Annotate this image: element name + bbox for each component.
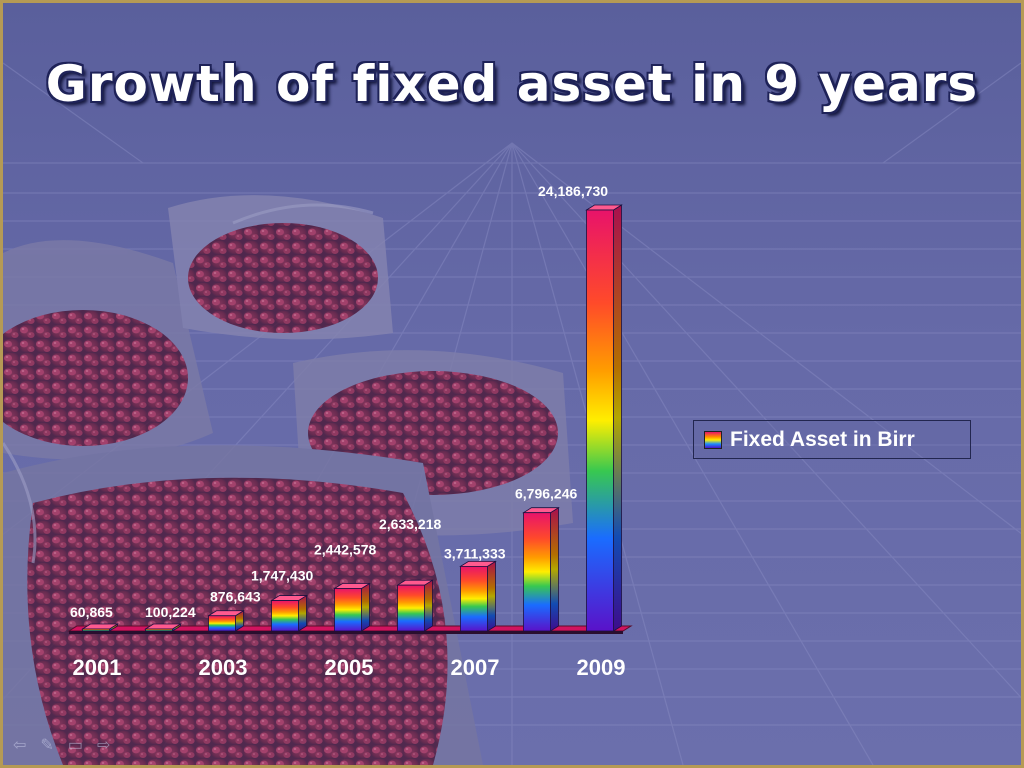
slide-title: Growth of fixed asset in 9 years (45, 55, 979, 113)
x-tick-label-2001: 2001 (73, 655, 122, 680)
bar-front (145, 628, 173, 632)
data-label-2005: 2,442,578 (314, 541, 376, 557)
bar-side (550, 506, 559, 632)
screen-icon[interactable]: ▭ (67, 737, 83, 754)
data-label-2001: 60,865 (70, 604, 113, 620)
bar-front (460, 565, 488, 632)
bar-2005 (333, 582, 371, 632)
bar-2001 (81, 623, 119, 632)
data-label-2008: 6,796,246 (515, 486, 577, 502)
bar-front (334, 588, 362, 632)
bar-side (424, 579, 433, 632)
x-tick-label-2003: 2003 (199, 655, 248, 680)
x-tick-label-2005: 2005 (325, 655, 374, 680)
slide-navigation: ⇦ ✎ ▭ ⇨ (13, 735, 110, 755)
legend-swatch (704, 430, 722, 449)
data-label-2003: 876,643 (210, 589, 261, 605)
data-label-2004: 1,747,430 (251, 568, 313, 584)
x-tick-label-2009: 2009 (577, 655, 626, 680)
bar-2009 (585, 204, 623, 632)
bar-front (82, 628, 110, 632)
bar-front (586, 209, 614, 632)
pen-icon[interactable]: ✎ (40, 737, 54, 754)
bar-front (397, 584, 425, 632)
bar-2008 (522, 506, 560, 632)
bar-2002 (144, 623, 182, 632)
data-label-2007: 3,711,333 (444, 545, 506, 561)
data-label-2002: 100,224 (145, 604, 196, 620)
back-arrow-icon[interactable]: ⇦ (13, 737, 27, 754)
x-tick-label-2007: 2007 (451, 655, 500, 680)
chart-legend: Fixed Asset in Birr (693, 420, 971, 459)
forward-arrow-icon[interactable]: ⇨ (96, 737, 111, 754)
bar-2007 (459, 560, 497, 632)
bar-front (271, 600, 299, 632)
bar-front (208, 615, 236, 632)
chart-floor-edge (69, 631, 623, 634)
bar-2006 (396, 579, 434, 632)
bar-side (361, 582, 370, 632)
bar-2004 (270, 594, 308, 632)
data-label-2006: 2,633,218 (379, 516, 441, 532)
bar-2003 (207, 610, 245, 632)
bar-front (523, 512, 551, 632)
bar-chart: 60,865 100,224 876,643 1,747,4302,442,5782,… (67, 183, 633, 680)
data-label-2009: 24,186,730 (538, 183, 608, 199)
bar-side (487, 560, 496, 632)
bar-side (613, 204, 622, 632)
legend-entry: Fixed Asset in Birr (730, 427, 915, 451)
bar-side (298, 594, 307, 632)
